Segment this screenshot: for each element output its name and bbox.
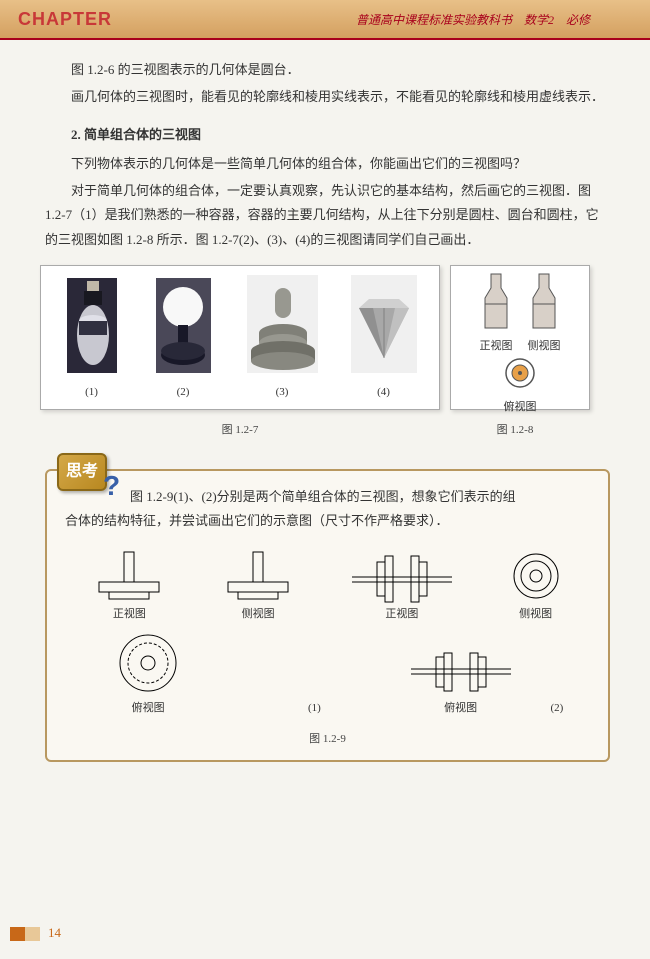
- figure-127-label-3: (3): [276, 382, 289, 403]
- think-text-1: 图 1.2-9(1)、(2)分别是两个简单组合体的三视图，想象它们表示的组: [65, 485, 590, 510]
- side-view-label: 侧视图: [528, 336, 561, 357]
- fig129-2-top: 俯视图: [401, 643, 521, 719]
- figure-127-item-1: (1): [62, 273, 122, 403]
- label: 侧视图: [242, 604, 275, 625]
- figure-row: (1) (2): [40, 265, 610, 410]
- label: (1): [308, 698, 321, 719]
- fig129-1-top: 俯视图: [68, 633, 228, 719]
- drawing-icon: [218, 544, 298, 604]
- figure-129-area: 正视图 侧视图: [65, 544, 590, 750]
- drawing-icon: [89, 544, 169, 604]
- fig129-1-side: 侧视图: [218, 544, 298, 625]
- figure-127-item-3: (3): [245, 273, 320, 403]
- think-text-2: 合体的结构特征，并尝试画出它们的示意图（尺寸不作严格要求）．: [65, 509, 590, 534]
- front-view-icon: [479, 272, 513, 332]
- section-title: 2. 简单组合体的三视图: [45, 123, 610, 148]
- page-content: 图 1.2-6 的三视图表示的几何体是圆台． 画几何体的三视图时，能看见的轮廓线…: [0, 40, 650, 782]
- pedestal-icon: [245, 273, 320, 378]
- lamp-icon: [151, 273, 216, 378]
- page-number: 14: [48, 925, 61, 941]
- figure-128-box: 正视图 侧视图 俯视图: [450, 265, 590, 410]
- drawing-icon: [347, 544, 457, 604]
- figure-127-label-2: (2): [177, 382, 190, 403]
- paragraph-2: 画几何体的三视图时，能看见的轮廓线和棱用实线表示，不能看见的轮廓线和棱用虚线表示…: [45, 85, 610, 110]
- label: 俯视图: [444, 698, 477, 719]
- figure-127-caption: 图 1.2-7: [40, 420, 440, 441]
- figure-127-label-1: (1): [85, 382, 98, 403]
- figure-127-item-2: (2): [151, 273, 216, 403]
- figure-127-box: (1) (2): [40, 265, 440, 410]
- think-badge: 思考: [57, 453, 107, 491]
- question-mark-icon: ?: [103, 459, 120, 512]
- top-view-icon: [498, 357, 542, 393]
- drawing-icon: [406, 643, 516, 698]
- fig129-group1-label: (1): [234, 648, 394, 719]
- fig129-group2-label: (2): [527, 668, 587, 719]
- figure-129-caption: 图 1.2-9: [65, 729, 590, 750]
- side-view-icon: [527, 272, 561, 332]
- bottle-icon: [62, 273, 122, 378]
- paragraph-4: 对于简单几何体的组合体，一定要认真观察，先认识它的基本结构，然后画它的三视图．图…: [45, 179, 610, 253]
- diamond-icon: [349, 273, 419, 378]
- think-box: 思考 ? 图 1.2-9(1)、(2)分别是两个简单组合体的三视图，想象它们表示…: [45, 469, 610, 762]
- label: (2): [550, 698, 563, 719]
- paragraph-1: 图 1.2-6 的三视图表示的几何体是圆台．: [45, 58, 610, 83]
- top-view-label: 俯视图: [504, 397, 537, 418]
- page-decoration: [10, 927, 40, 941]
- page-header: CHAPTER 普通高中课程标准实验教科书 数学2 必修: [0, 0, 650, 40]
- drawing-icon: [113, 633, 183, 698]
- figure-127-label-4: (4): [377, 382, 390, 403]
- fig129-1-front: 正视图: [89, 544, 169, 625]
- front-view-label: 正视图: [480, 336, 513, 357]
- label: 正视图: [385, 604, 418, 625]
- paragraph-3: 下列物体表示的几何体是一些简单几何体的组合体，你能画出它们的三视图吗？: [45, 152, 610, 177]
- figure-128-caption: 图 1.2-8: [440, 420, 590, 441]
- label: 俯视图: [132, 698, 165, 719]
- chapter-label: CHAPTER: [18, 9, 112, 30]
- fig129-2-front: 正视图: [347, 544, 457, 625]
- drawing-icon: [506, 544, 566, 604]
- figure-127-item-4: (4): [349, 273, 419, 403]
- fig129-2-side: 侧视图: [506, 544, 566, 625]
- label: 侧视图: [519, 604, 552, 625]
- header-title: 普通高中课程标准实验教科书 数学2 必修: [356, 11, 590, 28]
- label: 正视图: [113, 604, 146, 625]
